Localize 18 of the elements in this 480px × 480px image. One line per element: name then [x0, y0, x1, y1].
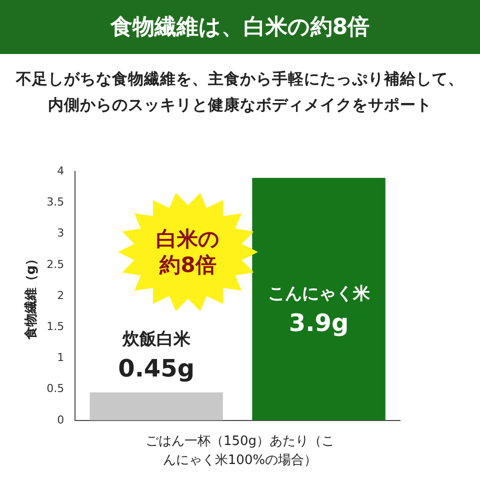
chart-title: 食物繊維は、白米の約8倍 — [0, 0, 480, 54]
y-axis-title: 食物繊維（g） — [24, 252, 40, 341]
y-tick-label: 1.5 — [46, 320, 64, 333]
y-tick-label: 2 — [57, 288, 64, 302]
y-tick-label: 0.5 — [46, 382, 64, 396]
chart-subtitle: 不足しがちな食物繊維を、主食から手軽にたっぷり補給して、内側からのスッキリと健康なボディメイクをサポート — [15, 69, 465, 116]
y-tick-label: 4 — [57, 164, 64, 178]
x-tick-label: こんにゃく米 — [268, 284, 371, 304]
y-tick-label: 2.5 — [46, 258, 64, 271]
y-tick-label: 1 — [57, 351, 64, 364]
x-axis-title: ごはん一杯（150g）あたり（こんにゃく米100%の場合） — [144, 433, 336, 470]
y-tick-label: 3 — [57, 226, 64, 240]
x-tick-label: 炊飯白米 — [121, 329, 192, 350]
data-label: 0.45g — [118, 354, 195, 382]
y-tick-label: 0 — [57, 413, 64, 426]
y-tick-label: 3.5 — [46, 196, 64, 209]
annotation: 白米の約8倍 — [155, 226, 221, 279]
data-label: 3.9g — [288, 309, 349, 338]
